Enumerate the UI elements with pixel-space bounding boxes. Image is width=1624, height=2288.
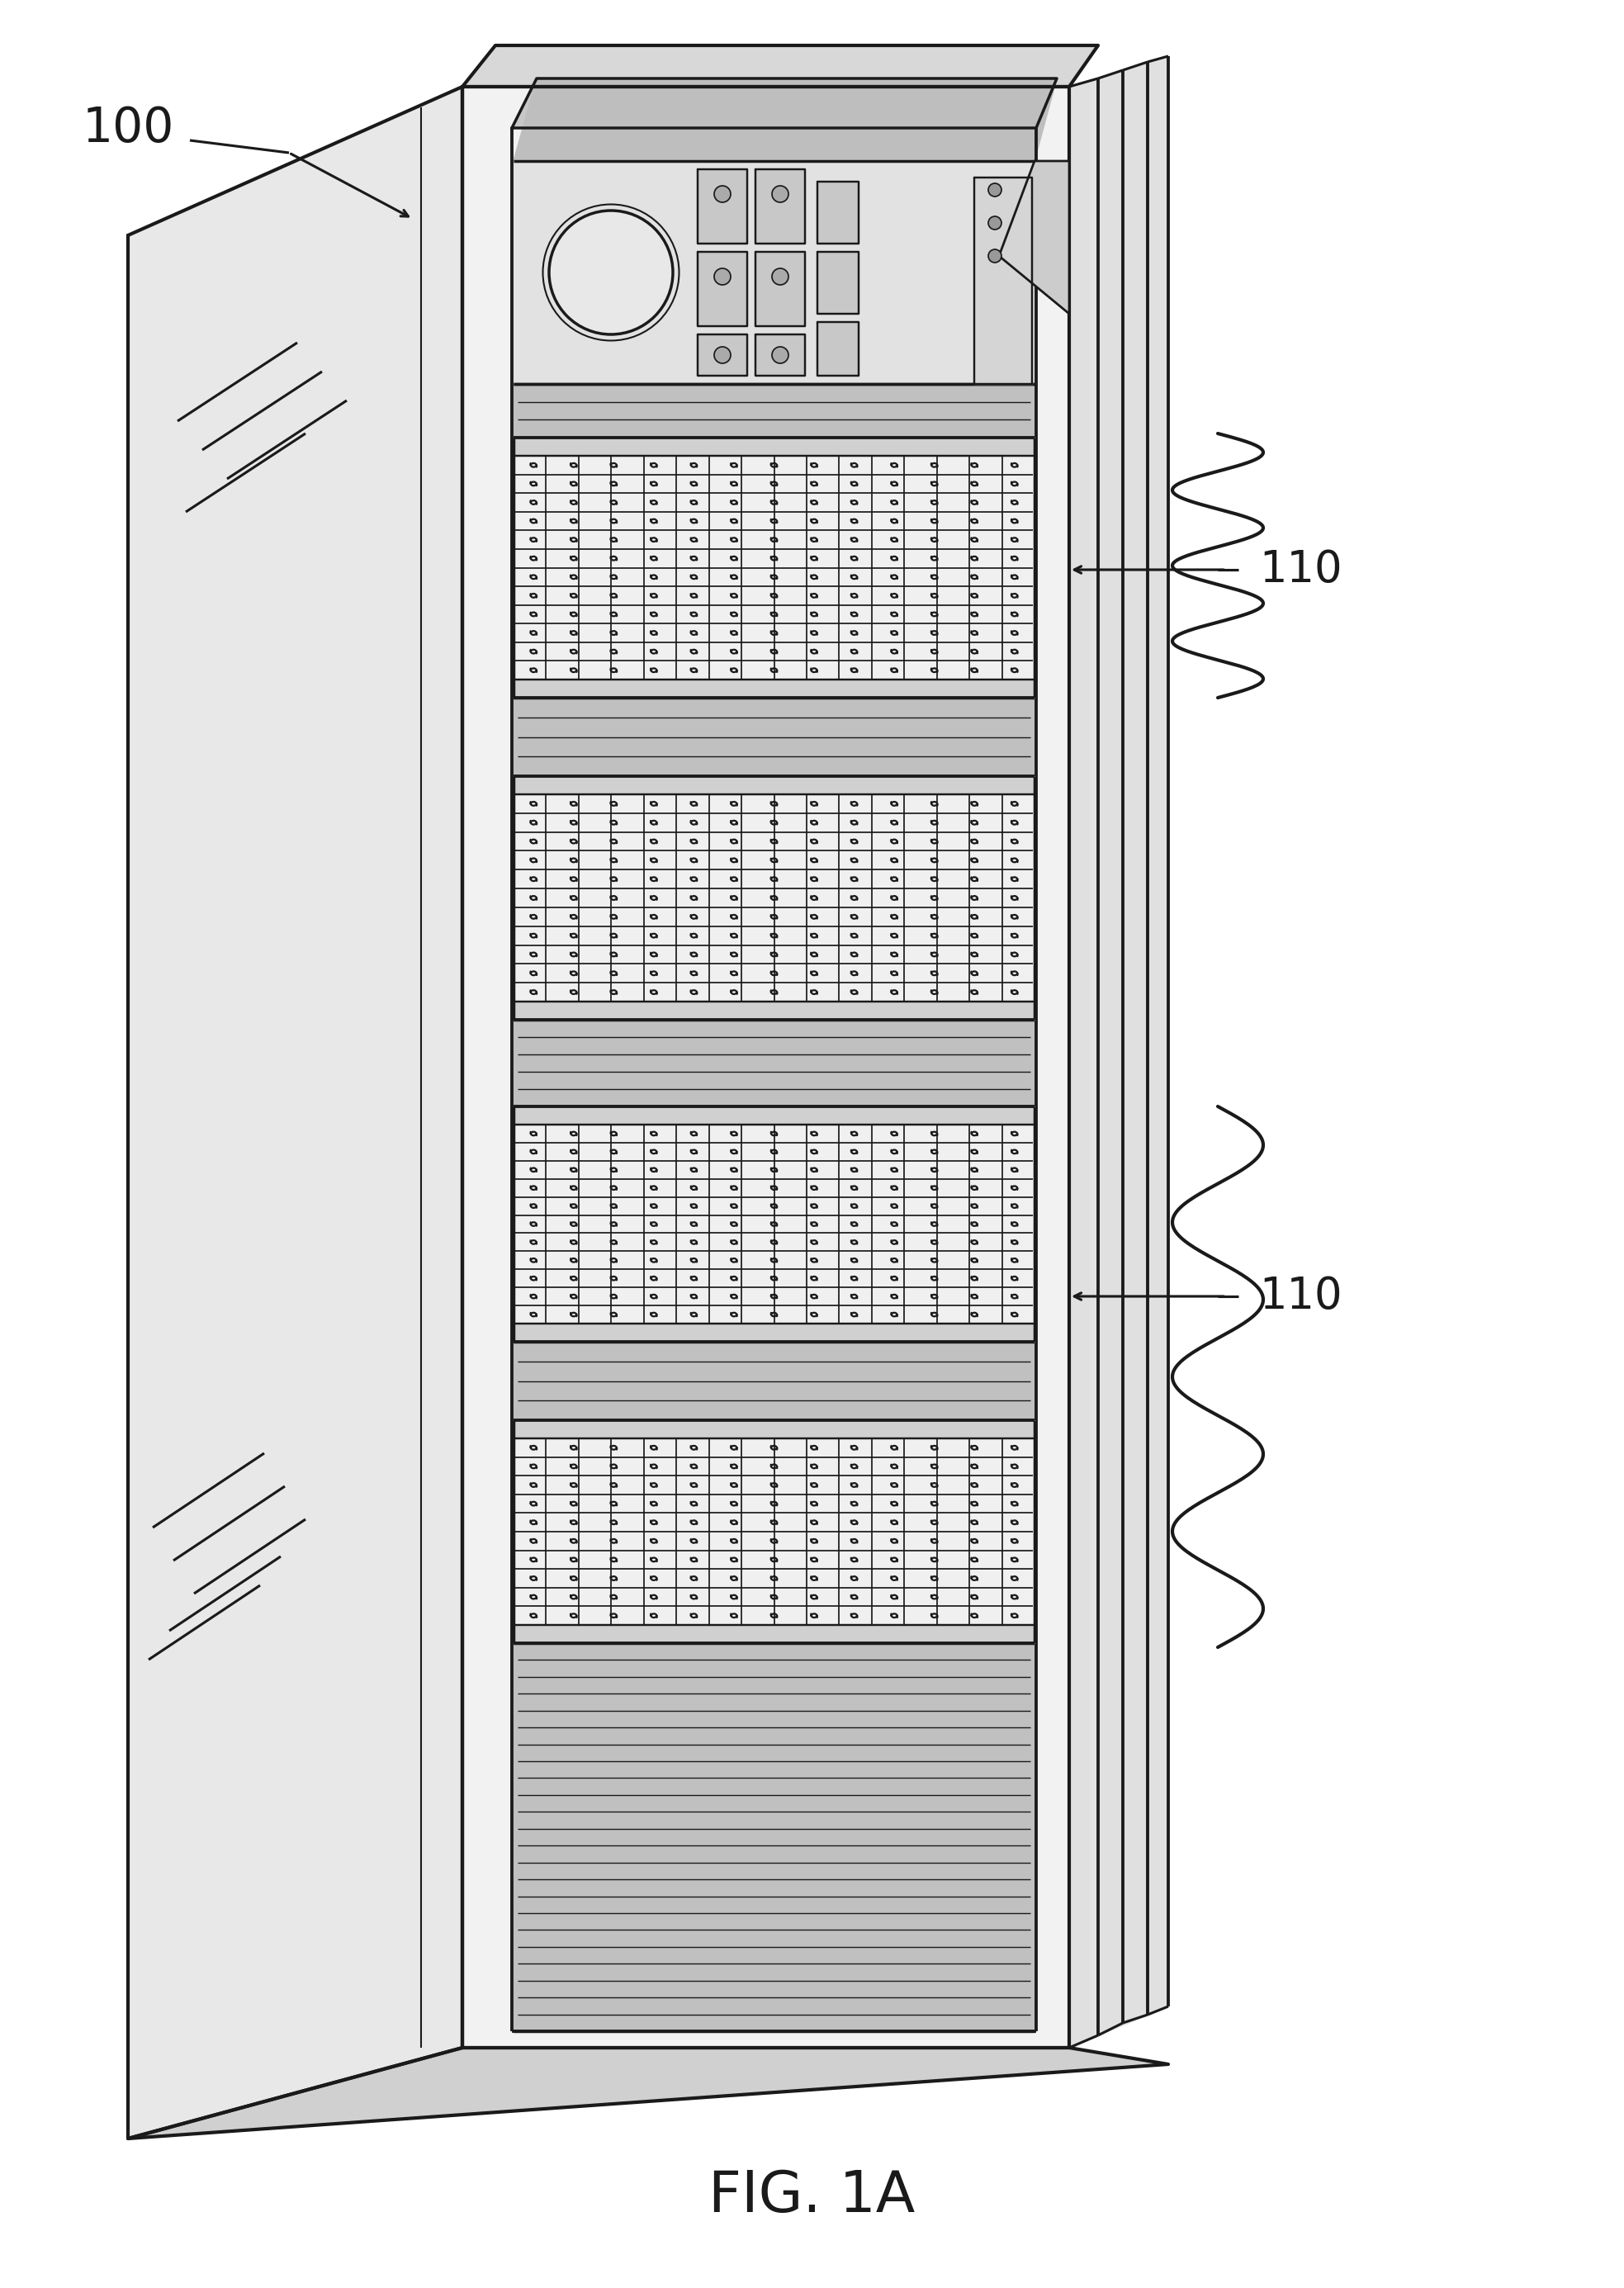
Text: 100: 100 xyxy=(83,105,174,151)
Circle shape xyxy=(989,249,1002,263)
Polygon shape xyxy=(513,1643,1034,2032)
Polygon shape xyxy=(513,776,1034,1020)
Polygon shape xyxy=(513,437,1034,455)
Polygon shape xyxy=(513,437,1034,698)
Polygon shape xyxy=(755,252,806,327)
Polygon shape xyxy=(513,1020,1034,1107)
Polygon shape xyxy=(128,2048,1168,2139)
Polygon shape xyxy=(817,323,859,375)
Polygon shape xyxy=(698,334,747,375)
Polygon shape xyxy=(755,334,806,375)
Circle shape xyxy=(549,210,672,334)
Polygon shape xyxy=(513,384,1034,437)
Circle shape xyxy=(771,185,789,201)
Polygon shape xyxy=(755,169,806,243)
Polygon shape xyxy=(513,776,1034,794)
Polygon shape xyxy=(513,1107,1034,1341)
Text: FIG. 1A: FIG. 1A xyxy=(708,2169,914,2224)
Polygon shape xyxy=(513,1322,1034,1341)
Polygon shape xyxy=(513,1002,1034,1020)
Polygon shape xyxy=(513,1421,1034,1439)
Polygon shape xyxy=(513,698,1034,776)
Polygon shape xyxy=(513,1341,1034,1421)
Polygon shape xyxy=(513,680,1034,698)
Circle shape xyxy=(715,268,731,286)
Polygon shape xyxy=(817,181,859,243)
Circle shape xyxy=(771,268,789,286)
Circle shape xyxy=(715,348,731,364)
Text: 110: 110 xyxy=(1259,1274,1341,1318)
Polygon shape xyxy=(512,78,1057,128)
Circle shape xyxy=(715,185,731,201)
Circle shape xyxy=(989,183,1002,197)
Polygon shape xyxy=(513,1421,1034,1643)
Polygon shape xyxy=(698,252,747,327)
Circle shape xyxy=(771,348,789,364)
Text: 110: 110 xyxy=(1259,549,1341,590)
Polygon shape xyxy=(1069,57,1168,2048)
Polygon shape xyxy=(999,160,1069,313)
Polygon shape xyxy=(513,160,1034,384)
Circle shape xyxy=(989,217,1002,229)
Polygon shape xyxy=(698,169,747,243)
Polygon shape xyxy=(513,1107,1034,1126)
Polygon shape xyxy=(513,1624,1034,1643)
Polygon shape xyxy=(513,78,1057,160)
Polygon shape xyxy=(463,87,1069,2048)
Polygon shape xyxy=(817,252,859,313)
Polygon shape xyxy=(463,46,1098,87)
Polygon shape xyxy=(128,87,463,2139)
Polygon shape xyxy=(974,178,1031,384)
